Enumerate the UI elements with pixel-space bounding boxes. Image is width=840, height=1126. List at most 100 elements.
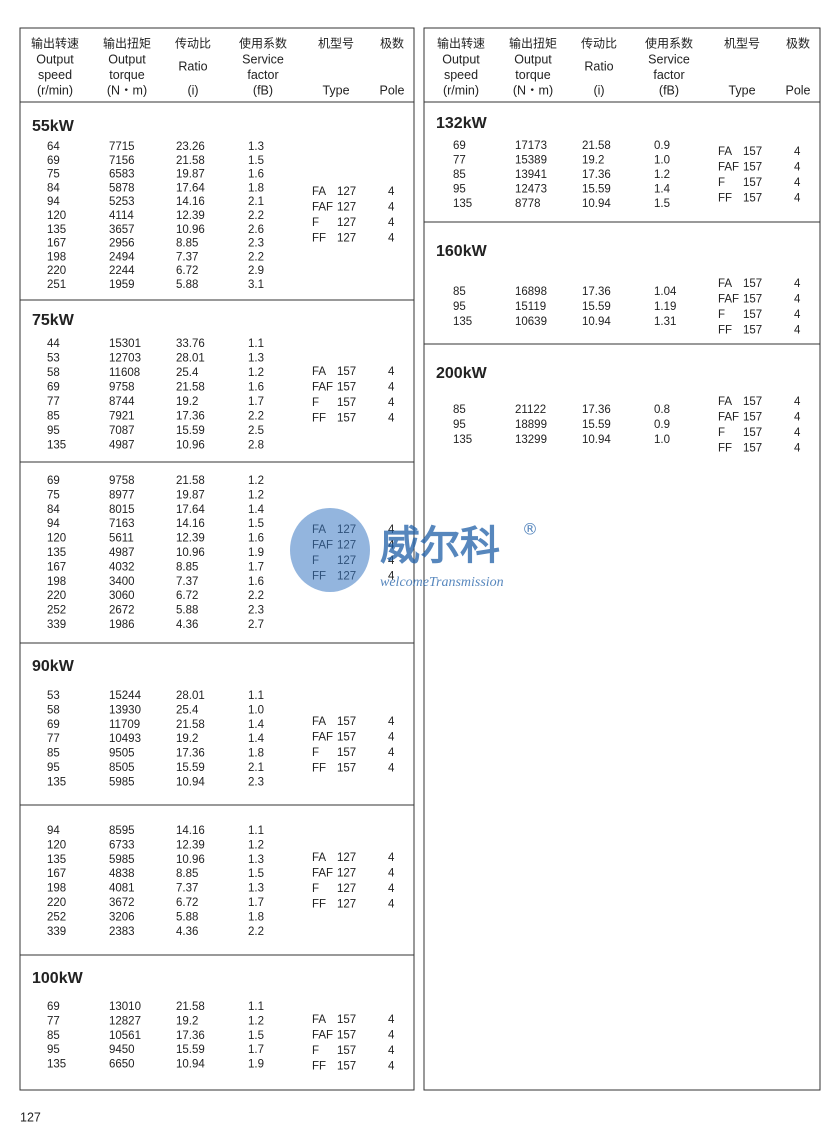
type-size: 157 bbox=[743, 177, 762, 189]
cell: 10493 bbox=[109, 733, 141, 745]
cell: 3.1 bbox=[248, 279, 264, 291]
pole: 4 bbox=[388, 217, 395, 229]
type-size: 157 bbox=[337, 366, 356, 378]
type-size: 157 bbox=[337, 1045, 356, 1057]
cell: 9450 bbox=[109, 1044, 135, 1056]
type-model: F bbox=[718, 309, 725, 321]
cell: 5985 bbox=[109, 776, 135, 788]
cell: 9505 bbox=[109, 748, 135, 760]
cell: 1.2 bbox=[248, 475, 264, 487]
type-model: FF bbox=[718, 443, 732, 455]
header-en: Service bbox=[242, 52, 284, 66]
header-zh: 传动比 bbox=[581, 36, 617, 51]
cell: 339 bbox=[47, 619, 66, 631]
cell: 15.59 bbox=[582, 301, 611, 313]
cell: 2.1 bbox=[248, 762, 264, 774]
cell: 5985 bbox=[109, 854, 135, 866]
cell: 120 bbox=[47, 210, 66, 222]
cell: 6.72 bbox=[176, 265, 198, 277]
cell: 17.36 bbox=[582, 169, 611, 181]
cell: 77 bbox=[47, 733, 60, 745]
cell: 1.1 bbox=[248, 825, 264, 837]
power-title: 160kW bbox=[436, 243, 488, 260]
cell: 1.8 bbox=[248, 911, 264, 923]
cell: 28.01 bbox=[176, 690, 205, 702]
header-en: (i) bbox=[593, 83, 604, 97]
cell: 198 bbox=[47, 251, 66, 263]
cell: 5.88 bbox=[176, 279, 198, 291]
cell: 11608 bbox=[109, 367, 140, 379]
cell: 11709 bbox=[109, 719, 140, 731]
cell: 17.36 bbox=[176, 411, 205, 423]
cell: 4838 bbox=[109, 868, 135, 880]
cell: 10.94 bbox=[582, 198, 611, 210]
header-en: Pole bbox=[785, 83, 810, 97]
type-model: FF bbox=[312, 763, 326, 775]
cell: 19.2 bbox=[176, 1015, 198, 1027]
power-title: 75kW bbox=[32, 312, 75, 329]
cell: 198 bbox=[47, 576, 66, 588]
cell: 75 bbox=[47, 169, 60, 181]
type-model: F bbox=[312, 747, 319, 759]
cell: 9758 bbox=[109, 382, 135, 394]
pole: 4 bbox=[388, 382, 395, 394]
cell: 2494 bbox=[109, 251, 135, 263]
cell: 251 bbox=[47, 279, 66, 291]
type-model: FF bbox=[312, 899, 326, 911]
type-size: 157 bbox=[743, 443, 762, 455]
cell: 4.36 bbox=[176, 926, 198, 938]
type-model: FA bbox=[312, 366, 326, 378]
cell: 167 bbox=[47, 238, 66, 250]
cell: 2383 bbox=[109, 926, 135, 938]
type-size: 127 bbox=[337, 233, 356, 245]
header-zh: 使用系数 bbox=[645, 36, 693, 51]
cell: 10.96 bbox=[176, 547, 205, 559]
cell: 21.58 bbox=[176, 719, 205, 731]
power-title: 132kW bbox=[436, 115, 488, 132]
cell: 69 bbox=[47, 719, 60, 731]
cell: 85 bbox=[453, 169, 466, 181]
header-zh: 极数 bbox=[380, 36, 404, 51]
cell: 1.2 bbox=[248, 839, 264, 851]
cell: 95 bbox=[47, 1044, 60, 1056]
cell: 77 bbox=[453, 155, 466, 167]
cell: 95 bbox=[453, 419, 466, 431]
type-size: 157 bbox=[337, 747, 356, 759]
type-size: 157 bbox=[337, 382, 356, 394]
cell: 10.94 bbox=[176, 776, 205, 788]
header-en: Output bbox=[442, 52, 480, 66]
cell: 1.3 bbox=[248, 141, 264, 153]
header-en: (N・m) bbox=[107, 83, 147, 97]
pole: 4 bbox=[388, 397, 395, 409]
cell: 135 bbox=[453, 198, 472, 210]
cell: 2.8 bbox=[248, 440, 264, 452]
cell: 5.88 bbox=[176, 605, 198, 617]
cell: 17.64 bbox=[176, 182, 205, 194]
cell: 0.8 bbox=[654, 404, 670, 416]
cell: 5253 bbox=[109, 196, 135, 208]
cell: 94 bbox=[47, 518, 60, 530]
cell: 19.87 bbox=[176, 489, 205, 501]
cell: 95 bbox=[453, 184, 466, 196]
header-zh: 输出转速 bbox=[31, 36, 79, 51]
cell: 8505 bbox=[109, 762, 135, 774]
cell: 1.6 bbox=[248, 169, 264, 181]
cell: 6650 bbox=[109, 1059, 135, 1071]
cell: 15.59 bbox=[582, 419, 611, 431]
cell: 1.5 bbox=[248, 868, 264, 880]
type-size: 127 bbox=[337, 202, 356, 214]
cell: 2956 bbox=[109, 238, 135, 250]
header-zh: 输出扭矩 bbox=[509, 36, 557, 51]
watermark-brand: 威尔科 bbox=[380, 523, 500, 569]
header-en: (i) bbox=[187, 83, 198, 97]
cell: 1.7 bbox=[248, 396, 264, 408]
cell: 2.7 bbox=[248, 619, 264, 631]
cell: 339 bbox=[47, 926, 66, 938]
cell: 1.2 bbox=[654, 169, 670, 181]
cell: 4987 bbox=[109, 440, 135, 452]
type-size: 157 bbox=[337, 1014, 356, 1026]
cell: 16898 bbox=[515, 286, 547, 298]
cell: 2.2 bbox=[248, 411, 264, 423]
header-en: Type bbox=[322, 83, 349, 97]
cell: 1.5 bbox=[654, 198, 670, 210]
